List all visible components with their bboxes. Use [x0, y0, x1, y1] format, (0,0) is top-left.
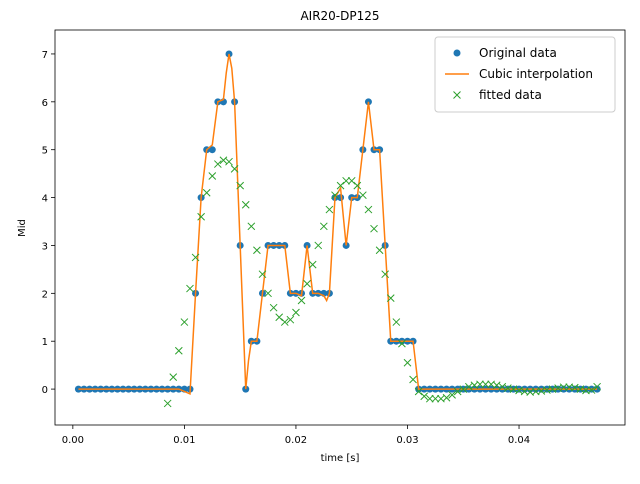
y-tick-label: 2: [42, 289, 48, 300]
data-cross: [253, 246, 261, 255]
data-cross: [319, 222, 328, 231]
chart-title: AIR20-DP125: [300, 9, 379, 23]
data-cross: [370, 224, 378, 233]
x-axis-label: time [s]: [321, 453, 360, 464]
data-cross: [269, 303, 278, 312]
data-cross: [325, 205, 334, 214]
data-cross: [169, 373, 178, 381]
axes-frame: [54, 29, 626, 426]
data-cross: [559, 383, 568, 392]
data-cross: [186, 284, 194, 293]
data-cross: [453, 387, 462, 396]
x-tick-label: 0.01: [173, 435, 195, 446]
data-line: [78, 53, 598, 395]
x-tick-label: 0.02: [285, 435, 307, 446]
data-point: [208, 146, 216, 154]
y-axis-label: Mid: [17, 219, 28, 237]
data-cross: [464, 382, 473, 391]
y-tick-label: 4: [42, 194, 48, 205]
data-cross: [241, 200, 250, 209]
data-cross: [303, 279, 311, 288]
data-cross: [214, 160, 222, 168]
y-tick-label: 3: [42, 241, 48, 252]
data-cross: [264, 289, 272, 298]
y-tick-label: 6: [42, 98, 48, 109]
data-cross: [258, 270, 267, 279]
data-cross: [403, 358, 412, 367]
x-tick-label: 0.03: [396, 435, 418, 446]
data-cross: [353, 181, 362, 190]
x-tick-label: 0.04: [508, 435, 530, 446]
data-cross: [509, 385, 518, 393]
data-cross: [297, 296, 306, 305]
legend-label: Cubic interpolation: [479, 67, 593, 81]
data-cross: [225, 157, 233, 166]
data-cross: [431, 394, 440, 403]
data-cross: [386, 294, 395, 302]
y-tick-label: 5: [42, 146, 48, 157]
data-cross: [481, 380, 490, 389]
data-cross: [492, 381, 501, 390]
data-cross: [236, 181, 245, 190]
plot-area: [74, 50, 601, 408]
legend-swatch: [453, 49, 461, 57]
data-cross: [202, 188, 211, 197]
data-cross: [342, 176, 350, 185]
data-cross: [180, 318, 189, 326]
data-cross: [364, 205, 373, 214]
data-cross: [398, 339, 406, 348]
data-cross: [208, 172, 217, 180]
data-cross: [336, 181, 345, 190]
y-tick-label: 1: [42, 337, 48, 348]
data-cross: [280, 318, 289, 326]
data-cross: [286, 315, 295, 324]
data-cross: [230, 164, 239, 173]
x-tick-label: 0.00: [62, 435, 84, 446]
data-cross: [191, 253, 200, 262]
legend-swatch: [453, 91, 461, 99]
legend-box: [434, 36, 616, 113]
data-cross: [414, 387, 423, 396]
legend-label: Original data: [479, 46, 557, 60]
data-cross: [359, 191, 367, 200]
data-cross: [347, 176, 356, 185]
data-cross: [409, 375, 417, 384]
data-cross: [331, 191, 339, 200]
data-cross: [476, 380, 484, 389]
data-cross: [197, 212, 205, 221]
data-cross: [219, 156, 228, 165]
data-cross: [576, 385, 585, 393]
data-cross: [375, 246, 384, 255]
data-cross: [498, 382, 507, 391]
y-tick-label: 0: [42, 385, 48, 396]
legend-label: fitted data: [479, 88, 542, 102]
data-cross: [174, 346, 183, 355]
data-cross: [163, 399, 172, 408]
data-cross: [314, 241, 323, 250]
data-cross: [292, 308, 300, 317]
data-cross: [420, 392, 429, 401]
data-cross: [275, 313, 284, 322]
data-cross: [442, 393, 451, 402]
data-cross: [593, 382, 601, 391]
data-cross: [570, 383, 579, 392]
data-cross: [381, 270, 390, 279]
data-cross: [425, 394, 434, 403]
data-cross: [247, 222, 256, 231]
data-cross: [587, 386, 596, 394]
data-cross: [448, 390, 456, 399]
data-cross: [308, 260, 317, 269]
y-tick-label: 7: [42, 50, 48, 61]
data-cross: [459, 385, 468, 393]
data-cross: [392, 318, 401, 326]
